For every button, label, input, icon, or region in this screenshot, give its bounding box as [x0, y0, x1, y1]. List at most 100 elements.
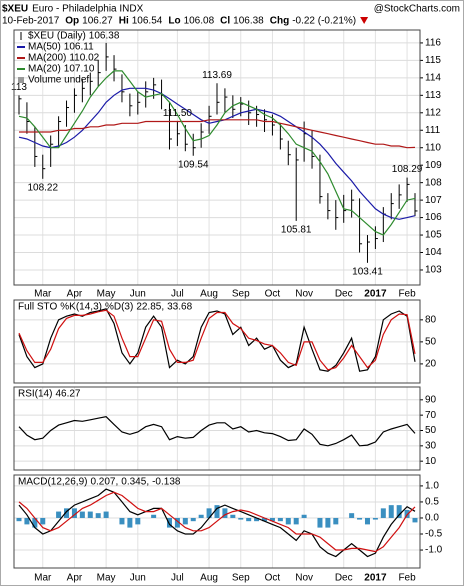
annotation: 108.22 — [27, 182, 58, 193]
y-tick-label: 111 — [425, 125, 441, 136]
histogram-bar — [214, 505, 220, 518]
separator: , — [146, 477, 149, 488]
y-tick-label: 50 — [425, 425, 437, 436]
histogram-bar — [87, 511, 93, 518]
histogram-bar — [127, 517, 133, 528]
series-line — [18, 491, 416, 553]
x-tick-label: Aug — [200, 289, 218, 300]
histogram-bar — [79, 511, 85, 518]
y-tick-label: 0.5 — [425, 497, 439, 508]
legend-icon — [18, 77, 24, 83]
y-tick-label: 108 — [425, 177, 442, 188]
histogram-bar — [95, 513, 101, 518]
x-tick-label: Mar — [34, 289, 52, 300]
histogram-bar — [269, 517, 275, 522]
histogram-bar — [388, 505, 394, 518]
histogram-bar — [198, 514, 204, 518]
histogram-bar — [135, 517, 141, 525]
y-tick-label: 106 — [425, 212, 442, 223]
x-tick-label: Sep — [232, 573, 250, 584]
panel-title: Full STO — [18, 302, 57, 313]
annotation: 111.50 — [163, 108, 193, 119]
quote-value: 106.54 — [132, 16, 163, 27]
x-tick-label: Dec — [335, 573, 353, 584]
histogram-bar — [16, 517, 22, 522]
histogram-bar — [277, 517, 283, 522]
histogram-bar — [246, 517, 252, 522]
panel-title: MACD(12,26,9) — [18, 477, 87, 488]
histogram-bar — [254, 517, 260, 522]
x-tick-label: May — [97, 573, 116, 584]
legend-label: Volume undef — [28, 75, 89, 86]
y-tick-label: -0.5 — [425, 529, 443, 540]
annotation: 109.54 — [178, 159, 209, 170]
y-tick-label: -1.0 — [425, 545, 443, 556]
legend-value: 106.11 — [64, 42, 94, 53]
y-tick-label: 70 — [425, 410, 437, 421]
x-tick-label: 2017 — [364, 573, 387, 584]
histogram-bar — [412, 517, 418, 523]
x-tick-label: Jul — [171, 573, 184, 584]
histogram-bar — [349, 513, 355, 518]
histogram-bar — [262, 517, 268, 522]
x-tick-label: Nov — [295, 573, 313, 584]
series-line — [18, 488, 416, 558]
annotation: 105.81 — [281, 225, 312, 236]
histogram-bar — [222, 508, 228, 518]
legend-value: 0.207 — [90, 477, 115, 488]
y-tick-label: 104 — [425, 247, 442, 258]
y-tick-label: 0.0 — [425, 513, 439, 524]
x-tick-label: Apr — [67, 289, 83, 300]
panel-border — [13, 299, 421, 384]
histogram-bar — [40, 517, 46, 525]
quote-value: -0.22 (-0.21%) — [292, 16, 356, 27]
y-tick-label: 114 — [425, 72, 441, 83]
histogram-bar — [103, 511, 109, 518]
quote-value: 106.08 — [184, 16, 215, 27]
legend-value: 46.27 — [55, 389, 80, 400]
legend-value: 106.38 — [89, 31, 120, 42]
histogram-bar — [380, 508, 386, 518]
legend-value: -0.138 — [152, 477, 181, 488]
panel-background — [14, 387, 420, 470]
y-tick-label: 30 — [425, 440, 437, 451]
x-tick-label: 2017 — [364, 289, 387, 300]
quote-label: Chg — [270, 16, 289, 27]
separator: , — [161, 302, 164, 313]
histogram-bar — [32, 517, 38, 528]
x-tick-label: Jun — [130, 573, 146, 584]
y-tick-label: 90 — [425, 394, 437, 405]
series-line — [18, 70, 416, 236]
annotation: 113 — [11, 82, 27, 93]
histogram-bar — [56, 511, 62, 518]
histogram-bar — [396, 505, 402, 518]
y-tick-label: 50 — [425, 337, 437, 348]
annotation: 108.29 — [392, 164, 423, 175]
quote-label: Op — [65, 16, 79, 27]
histogram-bar — [293, 517, 299, 525]
quote-value: 106.27 — [82, 16, 113, 27]
histogram-bar — [301, 514, 307, 518]
annotation: 103.41 — [352, 266, 383, 277]
date: 10-Feb-2017 — [2, 16, 60, 27]
histogram-bar — [64, 508, 70, 518]
quote-label: Hi — [119, 16, 129, 27]
histogram-bar — [230, 514, 236, 518]
legend-label: $XEU (Daily) — [28, 31, 86, 42]
histogram-bar — [151, 514, 157, 518]
histogram-bar — [238, 517, 244, 520]
y-tick-label: 20 — [425, 359, 437, 370]
x-tick-label: Jun — [130, 289, 146, 300]
source: @StockCharts.com — [374, 4, 460, 15]
y-tick-label: 1.0 — [425, 481, 439, 492]
x-tick-label: Nov — [295, 289, 313, 300]
histogram-bar — [24, 517, 30, 525]
y-tick-label: 110 — [425, 142, 441, 153]
panel-border — [13, 386, 421, 471]
legend-label: MA(200) — [28, 53, 66, 64]
histogram-bar — [174, 517, 180, 528]
y-tick-label: 107 — [425, 195, 442, 206]
legend-label: %K(14,3) — [60, 302, 102, 313]
quote-value: 106.38 — [233, 16, 264, 27]
